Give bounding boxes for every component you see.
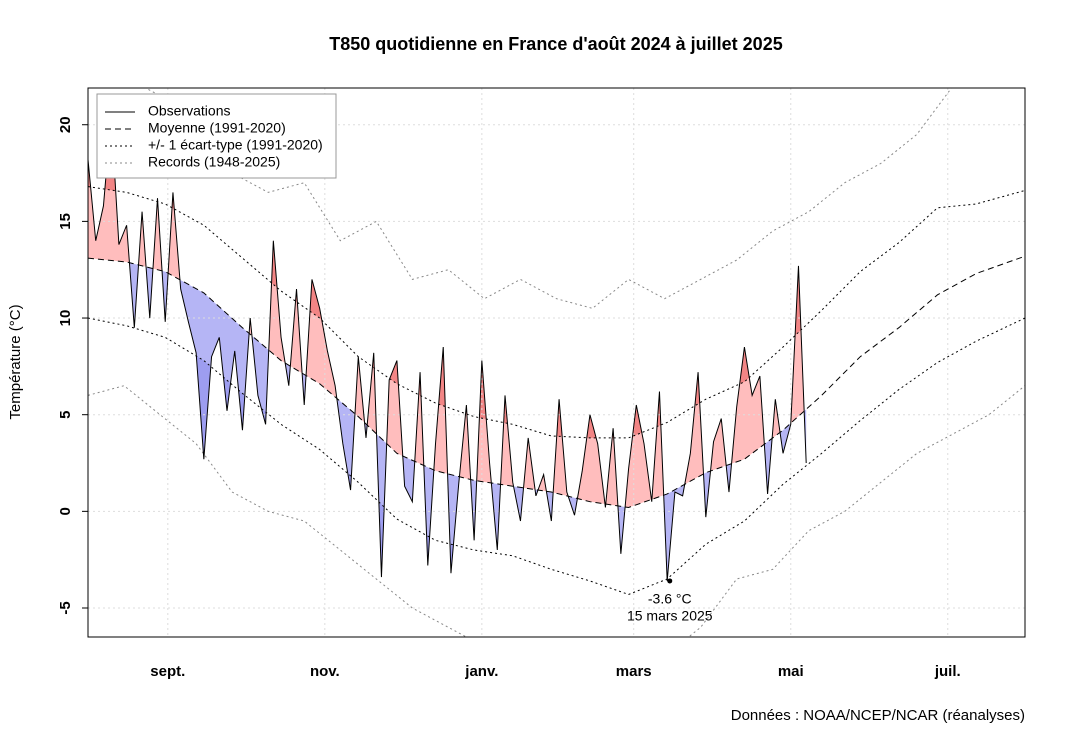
x-tick-label: sept.: [150, 663, 185, 680]
anomaly-fill: [180, 279, 250, 460]
sd-lower-line: [88, 317, 1025, 596]
anomaly-fill: [618, 505, 626, 554]
anomaly-fill: [577, 414, 606, 506]
anomaly-fill: [386, 360, 403, 457]
anomaly-fill: [310, 279, 322, 322]
x-tick-label: janv.: [464, 663, 498, 680]
anomaly-fill: [423, 465, 434, 566]
legend-label: Records (1948-2025): [148, 154, 280, 170]
anomaly-fill: [162, 270, 169, 322]
x-tick-label: mai: [778, 663, 804, 680]
anomaly-fill: [372, 352, 375, 376]
anomaly-fill: [336, 398, 356, 491]
anomaly-fill: [223, 377, 231, 411]
y-tick-label: 5: [57, 411, 74, 419]
mean-line: [88, 255, 1025, 508]
anomaly-fill: [657, 391, 662, 430]
lines: [88, 88, 1025, 637]
anomaly-fill: [556, 399, 563, 440]
axes: -5 0 5 10 15 20 sept. nov. janv. mars mai juil.: [57, 87, 1026, 680]
anomaly-fill: [491, 482, 501, 551]
anomaly-fill: [146, 266, 154, 319]
anomaly-fill: [764, 437, 773, 494]
anomaly-fill: [694, 372, 700, 406]
x-tick-label: mars: [616, 663, 652, 680]
y-tick-label: -5: [57, 601, 74, 614]
anomaly-fill: [414, 372, 424, 469]
chart-title: T850 quotidienne en France d'août 2024 à…: [329, 34, 782, 54]
anomaly-fill: [772, 399, 781, 439]
anomaly-fill: [389, 360, 399, 386]
anomaly-fill: [302, 371, 307, 406]
record-max-line: [144, 88, 953, 309]
anomaly-fill: [538, 474, 547, 492]
annotation-point: [667, 578, 673, 584]
anomaly-fill: [238, 390, 246, 431]
anomaly-fill: [739, 347, 750, 384]
anomaly-fill: [459, 405, 471, 482]
anomaly-fill: [605, 428, 619, 508]
anomaly-fill: [153, 198, 163, 273]
anomaly-fill: [138, 211, 147, 269]
anomaly-fill: [470, 479, 477, 541]
record-min-line: [88, 385, 1025, 637]
source: Données : NOAA/NCEP/NCAR (réanalyses): [731, 707, 1025, 724]
annotation-date: 15 mars 2025: [627, 608, 713, 624]
plot-frame: [87, 87, 1026, 638]
anomaly-fill: [791, 265, 805, 423]
y-tick-label: 0: [57, 507, 74, 515]
anomaly-fill: [523, 437, 536, 491]
legend-box: [96, 93, 337, 179]
anomaly-fill: [129, 261, 139, 328]
legend-label: Moyenne (1991-2020): [148, 120, 286, 136]
y-tick-label: 20: [57, 116, 74, 133]
anomaly-fill: [652, 391, 664, 500]
anomaly-fill: [378, 501, 385, 578]
y-tick-label: 15: [57, 213, 74, 230]
y-tick-label: 10: [57, 310, 74, 327]
anomaly-fill: [731, 347, 765, 464]
anomaly-fill: [726, 460, 732, 493]
anomaly-fill: [780, 419, 792, 454]
anomaly-fill: [251, 335, 269, 425]
legend-label: +/- 1 écart-type (1991-2020): [148, 137, 323, 153]
anomaly-fill: [168, 192, 181, 283]
anomaly-fill: [632, 405, 642, 437]
annotation-label: -3.6 °C: [648, 591, 692, 607]
anomaly-fill: [625, 405, 652, 508]
anomaly-fill: [290, 289, 303, 375]
anomaly-fill: [402, 456, 415, 502]
x-tick-label: nov.: [310, 663, 340, 680]
anomaly-fill: [476, 360, 492, 484]
anomaly-fill: [553, 399, 569, 497]
observations-line: [88, 115, 807, 581]
x-tick-label: juil.: [934, 663, 961, 680]
legend-label: Observations: [148, 103, 230, 119]
anomaly-fill: [196, 356, 212, 460]
y-axis-label: Température (°C): [7, 304, 24, 419]
